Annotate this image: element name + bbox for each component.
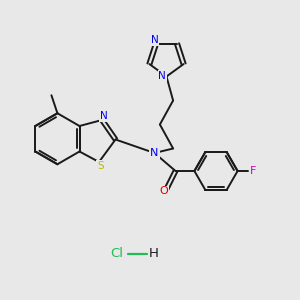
Text: N: N — [100, 111, 107, 121]
Text: N: N — [151, 35, 158, 45]
Text: F: F — [250, 166, 256, 176]
Text: S: S — [97, 160, 104, 171]
Text: N: N — [150, 148, 159, 158]
Text: N: N — [158, 71, 166, 81]
Text: Cl: Cl — [110, 247, 124, 260]
Text: H: H — [149, 247, 158, 260]
Text: O: O — [160, 186, 169, 197]
